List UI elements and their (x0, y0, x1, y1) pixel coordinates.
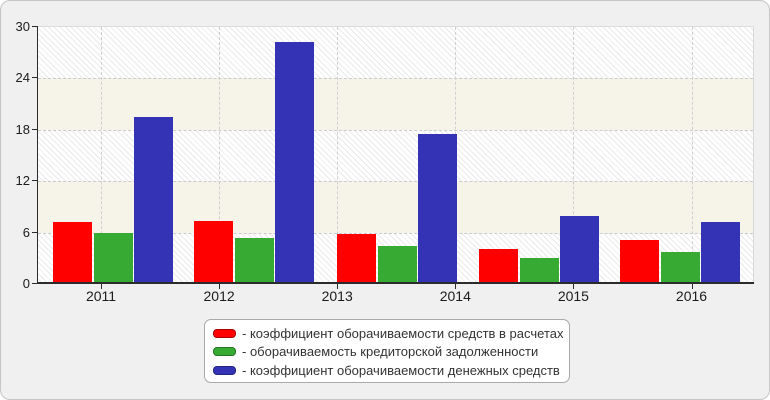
x-axis-line (38, 282, 754, 284)
legend-box: - коэффициент оборачиваемости средств в … (204, 319, 570, 383)
y-axis-tick (32, 180, 38, 182)
bar-series3-cluster5 (700, 222, 740, 284)
x-axis-tick (573, 284, 575, 289)
bar-series2-cluster2 (235, 237, 275, 284)
v-gridline (691, 27, 693, 284)
legend-label: - коэффициент оборачиваемости средств в … (242, 325, 564, 341)
x-axis-tick (101, 284, 102, 289)
x-axis-label: 2011 (85, 288, 117, 304)
h-gridline (38, 78, 753, 80)
y-axis-tick (32, 231, 38, 233)
y-axis-label: 12 (15, 173, 30, 189)
v-gridline (573, 27, 575, 284)
bar-series3-cluster2 (275, 42, 315, 284)
plot-area (38, 26, 754, 284)
legend-item: - коэффициент оборачиваемости средств в … (213, 324, 569, 343)
y-axis-line (37, 26, 38, 283)
bar-series3-cluster4 (559, 216, 599, 284)
y-axis-tick (32, 77, 38, 79)
bar-series2-cluster1 (93, 232, 133, 284)
bar-series3-cluster3 (418, 134, 457, 284)
y-axis-tick (32, 26, 38, 27)
y-axis-label: 6 (22, 224, 30, 240)
legend-swatch-icon (213, 328, 236, 338)
h-gridline (38, 129, 753, 131)
bar-series1-cluster3 (337, 234, 376, 284)
x-axis-label: 2015 (557, 288, 589, 304)
legend-swatch-icon (213, 365, 236, 375)
bar-series1-cluster1 (52, 222, 92, 284)
bar-series2-cluster3 (378, 246, 417, 284)
y-axis-tick (32, 128, 38, 130)
x-axis-label: 2014 (439, 288, 471, 304)
v-gridline (101, 27, 102, 284)
x-axis-tick (337, 284, 339, 289)
x-axis-tick (455, 284, 457, 289)
legend-label: - коэффициент оборачиваемости денежных с… (242, 362, 560, 378)
legend-swatch-icon (213, 347, 236, 357)
plot-band (38, 27, 753, 79)
legend-label: - оборачиваемость кредиторской задолженн… (242, 344, 539, 360)
bar-series1-cluster4 (478, 248, 518, 284)
x-axis-tick (691, 284, 693, 289)
y-axis-tick (32, 283, 38, 284)
x-axis-label: 2016 (675, 288, 708, 304)
legend-item: - коэффициент оборачиваемости денежных с… (213, 361, 569, 380)
h-gridline (38, 232, 753, 234)
v-gridline (337, 27, 339, 284)
x-axis-label: 2012 (203, 288, 235, 304)
y-axis-label: 18 (15, 121, 30, 137)
x-axis-tick (219, 284, 221, 289)
legend-item: - оборачиваемость кредиторской задолженн… (213, 343, 569, 362)
h-gridline (38, 181, 753, 183)
bar-series2-cluster5 (660, 252, 700, 284)
x-axis-label: 2013 (321, 288, 353, 304)
y-axis-label: 24 (15, 70, 30, 86)
bar-series3-cluster1 (133, 116, 173, 284)
v-gridline (219, 27, 221, 284)
y-axis-label: 30 (15, 19, 30, 34)
y-axis-label: 0 (22, 276, 30, 291)
bar-series1-cluster5 (619, 240, 659, 284)
bar-series2-cluster4 (519, 258, 559, 284)
bar-series1-cluster2 (194, 220, 234, 284)
